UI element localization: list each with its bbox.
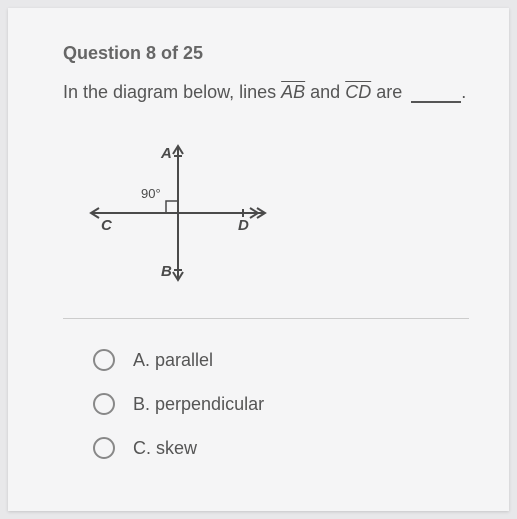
divider [63, 318, 469, 319]
line-ab: AB [281, 82, 305, 102]
label-a: A [160, 145, 172, 162]
option-a-text: A. parallel [133, 350, 213, 371]
label-angle: 90° [141, 186, 161, 201]
option-b[interactable]: B. perpendicular [63, 393, 469, 415]
radio-icon [93, 393, 115, 415]
radio-icon [93, 437, 115, 459]
radio-icon [93, 349, 115, 371]
option-a[interactable]: A. parallel [63, 349, 469, 371]
label-b: B [161, 263, 172, 280]
question-prompt: In the diagram below, lines AB and CD ar… [63, 82, 469, 103]
option-c-text: C. skew [133, 438, 197, 459]
label-c: C [101, 217, 113, 234]
label-d: D [238, 217, 249, 234]
prompt-mid: and [305, 82, 345, 102]
line-cd: CD [345, 82, 371, 102]
diagram: A B C D 90° [73, 128, 273, 288]
option-c[interactable]: C. skew [63, 437, 469, 459]
prompt-suffix: are [371, 82, 407, 102]
question-number: Question 8 of 25 [63, 43, 469, 64]
fill-blank [411, 101, 461, 103]
prompt-prefix: In the diagram below, lines [63, 82, 281, 102]
question-card: Question 8 of 25 In the diagram below, l… [8, 8, 509, 511]
diagram-svg: A B C D 90° [73, 128, 273, 288]
option-b-text: B. perpendicular [133, 394, 264, 415]
